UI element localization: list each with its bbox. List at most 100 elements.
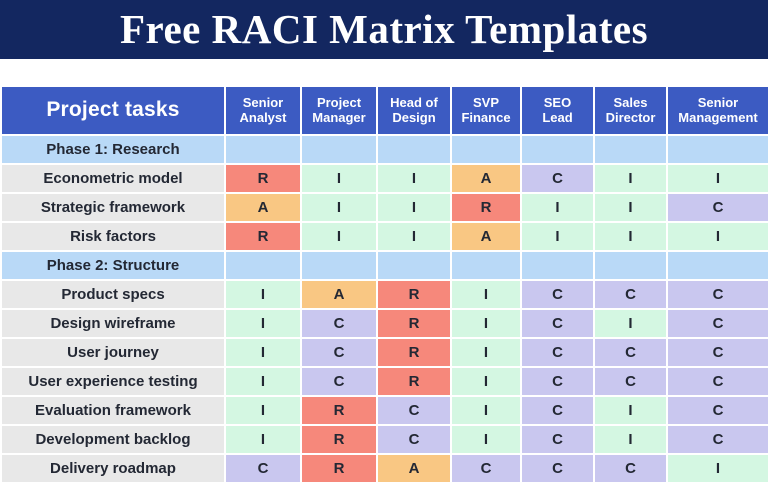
phase-empty-cell	[666, 134, 768, 165]
raci-cell: C	[300, 366, 378, 397]
task-label: User journey	[0, 337, 226, 368]
task-row: User experience testing I C R I C C C	[0, 366, 768, 397]
raci-cell: I	[450, 395, 522, 426]
raci-cell: I	[224, 279, 302, 310]
raci-cell: I	[593, 163, 668, 194]
phase-empty-cell	[593, 250, 668, 281]
raci-cell: I	[376, 192, 452, 223]
task-label: Risk factors	[0, 221, 226, 252]
raci-cell: I	[224, 337, 302, 368]
raci-cell: C	[520, 453, 595, 484]
role-header: Head of Design	[376, 85, 452, 136]
raci-cell: R	[376, 366, 452, 397]
phase-empty-cell	[450, 250, 522, 281]
raci-cell: R	[300, 395, 378, 426]
raci-cell: C	[224, 453, 302, 484]
raci-cell: A	[224, 192, 302, 223]
column-header-project-tasks: Project tasks	[0, 85, 226, 136]
raci-cell: C	[666, 192, 768, 223]
matrix-body: Phase 1: Research Econometric model R I I A C I…	[0, 134, 768, 484]
task-label: Development backlog	[0, 424, 226, 455]
raci-cell: I	[300, 192, 378, 223]
role-header: SEO Lead	[520, 85, 595, 136]
raci-cell: C	[666, 424, 768, 455]
raci-cell: C	[593, 366, 668, 397]
raci-cell: I	[520, 192, 595, 223]
raci-cell: I	[520, 221, 595, 252]
phase-empty-cell	[300, 134, 378, 165]
phase-row: Phase 1: Research	[0, 134, 768, 165]
raci-cell: R	[376, 337, 452, 368]
header-row: Project tasks Senior Analyst Project Mana…	[0, 85, 768, 136]
role-header: Senior Analyst	[224, 85, 302, 136]
raci-cell: C	[520, 337, 595, 368]
task-label: Econometric model	[0, 163, 226, 194]
raci-cell: C	[520, 424, 595, 455]
role-header: Sales Director	[593, 85, 668, 136]
raci-cell: C	[450, 453, 522, 484]
raci-cell: I	[450, 308, 522, 339]
task-label: User experience testing	[0, 366, 226, 397]
raci-cell: C	[300, 308, 378, 339]
phase-empty-cell	[376, 250, 452, 281]
raci-cell: C	[376, 395, 452, 426]
raci-cell: I	[450, 424, 522, 455]
raci-cell: C	[593, 279, 668, 310]
raci-cell: I	[593, 395, 668, 426]
raci-cell: R	[376, 308, 452, 339]
raci-cell: I	[450, 337, 522, 368]
raci-cell: R	[376, 279, 452, 310]
raci-cell: R	[224, 163, 302, 194]
raci-cell: I	[593, 308, 668, 339]
task-label: Strategic framework	[0, 192, 226, 223]
raci-cell: C	[520, 163, 595, 194]
raci-cell: I	[593, 424, 668, 455]
page-title: Free RACI Matrix Templates	[119, 6, 649, 52]
task-row: User journey I C R I C C C	[0, 337, 768, 368]
raci-cell: C	[376, 424, 452, 455]
raci-cell: C	[666, 308, 768, 339]
raci-cell: A	[450, 163, 522, 194]
raci-cell: A	[376, 453, 452, 484]
raci-cell: R	[300, 424, 378, 455]
raci-cell: C	[666, 337, 768, 368]
task-row: Econometric model R I I A C I I	[0, 163, 768, 194]
title-banner: Free RACI Matrix Templates	[0, 0, 768, 59]
raci-cell: I	[224, 366, 302, 397]
raci-cell: I	[224, 395, 302, 426]
raci-cell: C	[593, 453, 668, 484]
raci-cell: I	[593, 221, 668, 252]
phase-label: Phase 1: Research	[0, 134, 226, 165]
task-label: Product specs	[0, 279, 226, 310]
task-row: Delivery roadmap C R A C C C I	[0, 453, 768, 484]
role-header: SVP Finance	[450, 85, 522, 136]
phase-empty-cell	[376, 134, 452, 165]
raci-cell: C	[300, 337, 378, 368]
raci-cell: R	[450, 192, 522, 223]
raci-cell: C	[520, 395, 595, 426]
phase-empty-cell	[224, 250, 302, 281]
raci-cell: C	[666, 395, 768, 426]
raci-cell: R	[224, 221, 302, 252]
raci-cell: R	[300, 453, 378, 484]
raci-cell: I	[376, 221, 452, 252]
raci-cell: I	[450, 366, 522, 397]
phase-empty-cell	[300, 250, 378, 281]
phase-empty-cell	[520, 250, 595, 281]
raci-cell: I	[450, 279, 522, 310]
raci-cell: C	[520, 366, 595, 397]
task-row: Risk factors R I I A I I I	[0, 221, 768, 252]
task-row: Evaluation framework I R C I C I C	[0, 395, 768, 426]
phase-empty-cell	[224, 134, 302, 165]
phase-empty-cell	[450, 134, 522, 165]
role-header: Senior Management	[666, 85, 768, 136]
task-row: Development backlog I R C I C I C	[0, 424, 768, 455]
task-label: Design wireframe	[0, 308, 226, 339]
task-row: Strategic framework A I I R I I C	[0, 192, 768, 223]
raci-cell: C	[520, 279, 595, 310]
raci-cell: I	[300, 163, 378, 194]
phase-row: Phase 2: Structure	[0, 250, 768, 281]
raci-cell: I	[666, 163, 768, 194]
phase-label: Phase 2: Structure	[0, 250, 226, 281]
raci-cell: I	[376, 163, 452, 194]
